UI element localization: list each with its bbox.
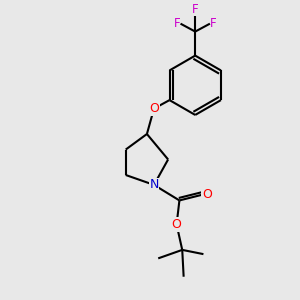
Text: O: O xyxy=(172,218,182,231)
Text: F: F xyxy=(210,17,217,30)
Text: N: N xyxy=(149,178,159,191)
Text: F: F xyxy=(192,3,199,16)
Text: O: O xyxy=(149,102,159,115)
Text: F: F xyxy=(174,17,181,30)
Text: O: O xyxy=(202,188,212,201)
